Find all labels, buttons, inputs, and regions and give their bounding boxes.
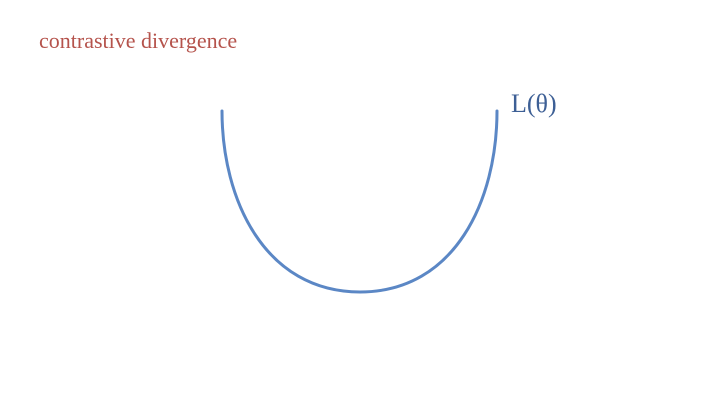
slide-title: contrastive divergence bbox=[39, 28, 238, 53]
curve-label: L(θ) bbox=[511, 89, 557, 118]
loss-curve bbox=[220, 109, 499, 294]
